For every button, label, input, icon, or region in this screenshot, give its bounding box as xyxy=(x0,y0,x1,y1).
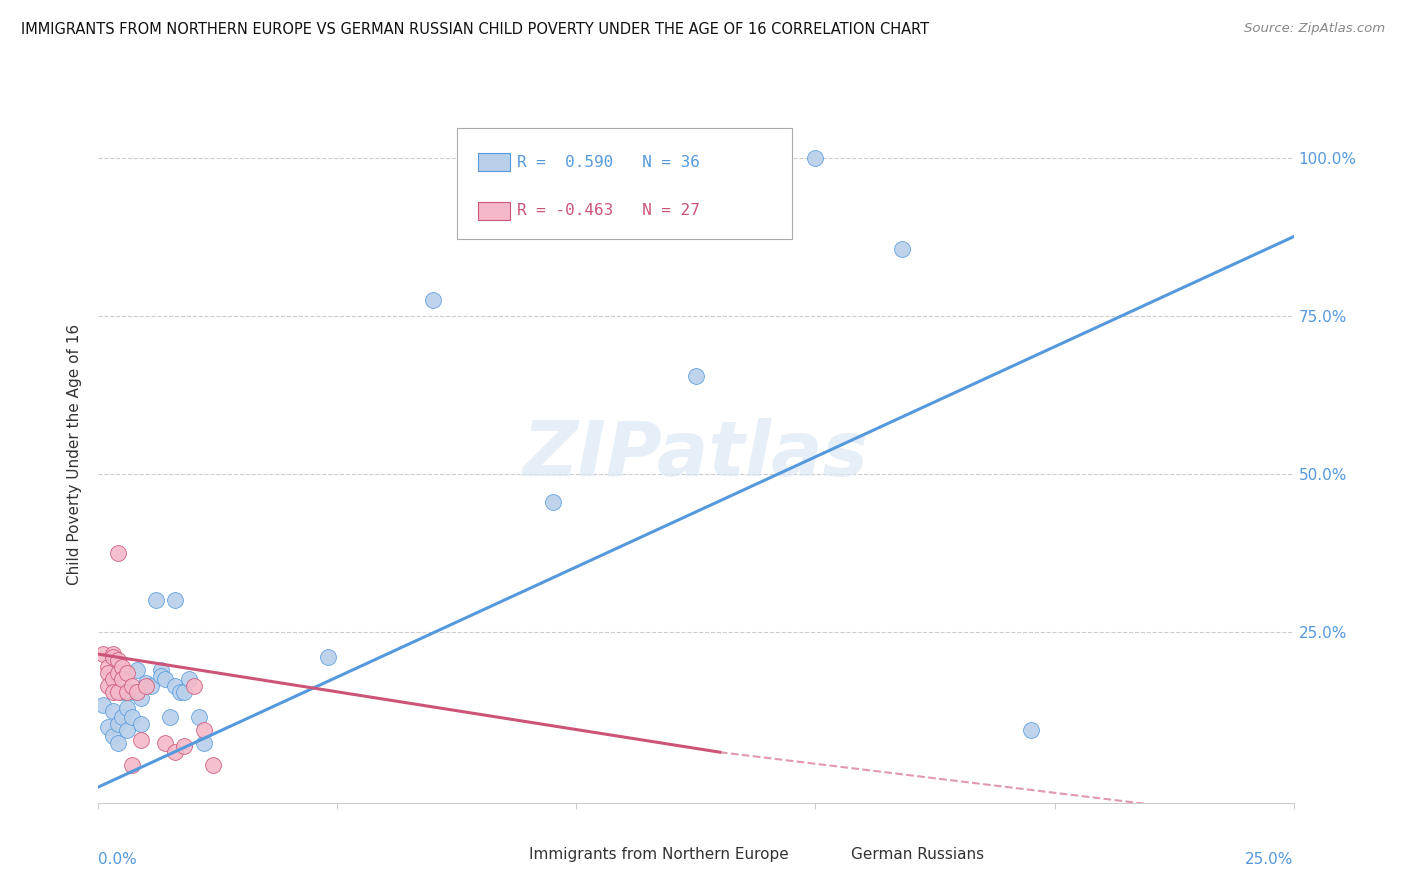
Point xyxy=(422,293,444,307)
FancyBboxPatch shape xyxy=(457,128,792,239)
Point xyxy=(107,685,129,699)
Point xyxy=(145,593,167,607)
Point xyxy=(97,666,120,681)
Point xyxy=(101,685,124,699)
Point xyxy=(121,710,143,724)
Point xyxy=(111,710,134,724)
Text: 25.0%: 25.0% xyxy=(1246,852,1294,866)
Text: Immigrants from Northern Europe: Immigrants from Northern Europe xyxy=(529,847,789,863)
FancyBboxPatch shape xyxy=(491,846,522,864)
Point xyxy=(97,679,120,693)
Point xyxy=(121,757,143,772)
Point xyxy=(97,720,120,734)
FancyBboxPatch shape xyxy=(478,202,509,220)
Point xyxy=(149,669,172,683)
Point xyxy=(131,716,153,731)
Point xyxy=(685,368,707,383)
Point xyxy=(202,757,225,772)
Point xyxy=(91,647,114,661)
Text: R =  0.590   N = 36: R = 0.590 N = 36 xyxy=(517,154,700,169)
Point xyxy=(107,716,129,731)
Point xyxy=(115,666,138,681)
Point xyxy=(107,653,129,667)
Point xyxy=(155,736,177,750)
Point xyxy=(115,723,138,737)
Point xyxy=(107,736,129,750)
Point xyxy=(101,704,124,718)
Point xyxy=(125,663,148,677)
Point xyxy=(107,546,129,560)
Text: R = -0.463   N = 27: R = -0.463 N = 27 xyxy=(517,203,700,219)
Text: 0.0%: 0.0% xyxy=(98,852,138,866)
Point xyxy=(169,685,191,699)
Point xyxy=(193,723,215,737)
Text: ZIPatlas: ZIPatlas xyxy=(523,418,869,491)
Point xyxy=(97,660,120,674)
Text: IMMIGRANTS FROM NORTHERN EUROPE VS GERMAN RUSSIAN CHILD POVERTY UNDER THE AGE OF: IMMIGRANTS FROM NORTHERN EUROPE VS GERMA… xyxy=(21,22,929,37)
Point xyxy=(135,675,157,690)
Point xyxy=(173,739,195,753)
Point xyxy=(316,650,339,665)
Point xyxy=(163,593,186,607)
Text: German Russians: German Russians xyxy=(852,847,984,863)
Point xyxy=(131,732,153,747)
Point xyxy=(125,685,148,699)
Point xyxy=(111,673,134,687)
Point xyxy=(131,691,153,706)
Point xyxy=(115,701,138,715)
Point xyxy=(163,745,186,759)
FancyBboxPatch shape xyxy=(478,153,509,171)
Point xyxy=(1019,723,1042,737)
Point xyxy=(139,679,162,693)
Point xyxy=(91,698,114,712)
Point xyxy=(159,710,181,724)
Point xyxy=(541,495,564,509)
Point xyxy=(155,673,177,687)
Point xyxy=(101,730,124,744)
Point xyxy=(179,673,201,687)
FancyBboxPatch shape xyxy=(813,846,844,864)
Point xyxy=(111,660,134,674)
Text: Source: ZipAtlas.com: Source: ZipAtlas.com xyxy=(1244,22,1385,36)
Point xyxy=(101,647,124,661)
Point xyxy=(163,679,186,693)
Point xyxy=(101,650,124,665)
Point xyxy=(173,685,195,699)
Point xyxy=(804,151,827,165)
Point xyxy=(111,685,134,699)
Point xyxy=(890,243,912,257)
Point xyxy=(121,679,143,693)
Point xyxy=(121,685,143,699)
Point xyxy=(193,736,215,750)
Y-axis label: Child Poverty Under the Age of 16: Child Poverty Under the Age of 16 xyxy=(67,325,83,585)
Point xyxy=(115,685,138,699)
Point xyxy=(107,666,129,681)
Point xyxy=(187,710,209,724)
Point xyxy=(183,679,205,693)
Point xyxy=(135,679,157,693)
Point xyxy=(149,663,172,677)
Point xyxy=(101,673,124,687)
